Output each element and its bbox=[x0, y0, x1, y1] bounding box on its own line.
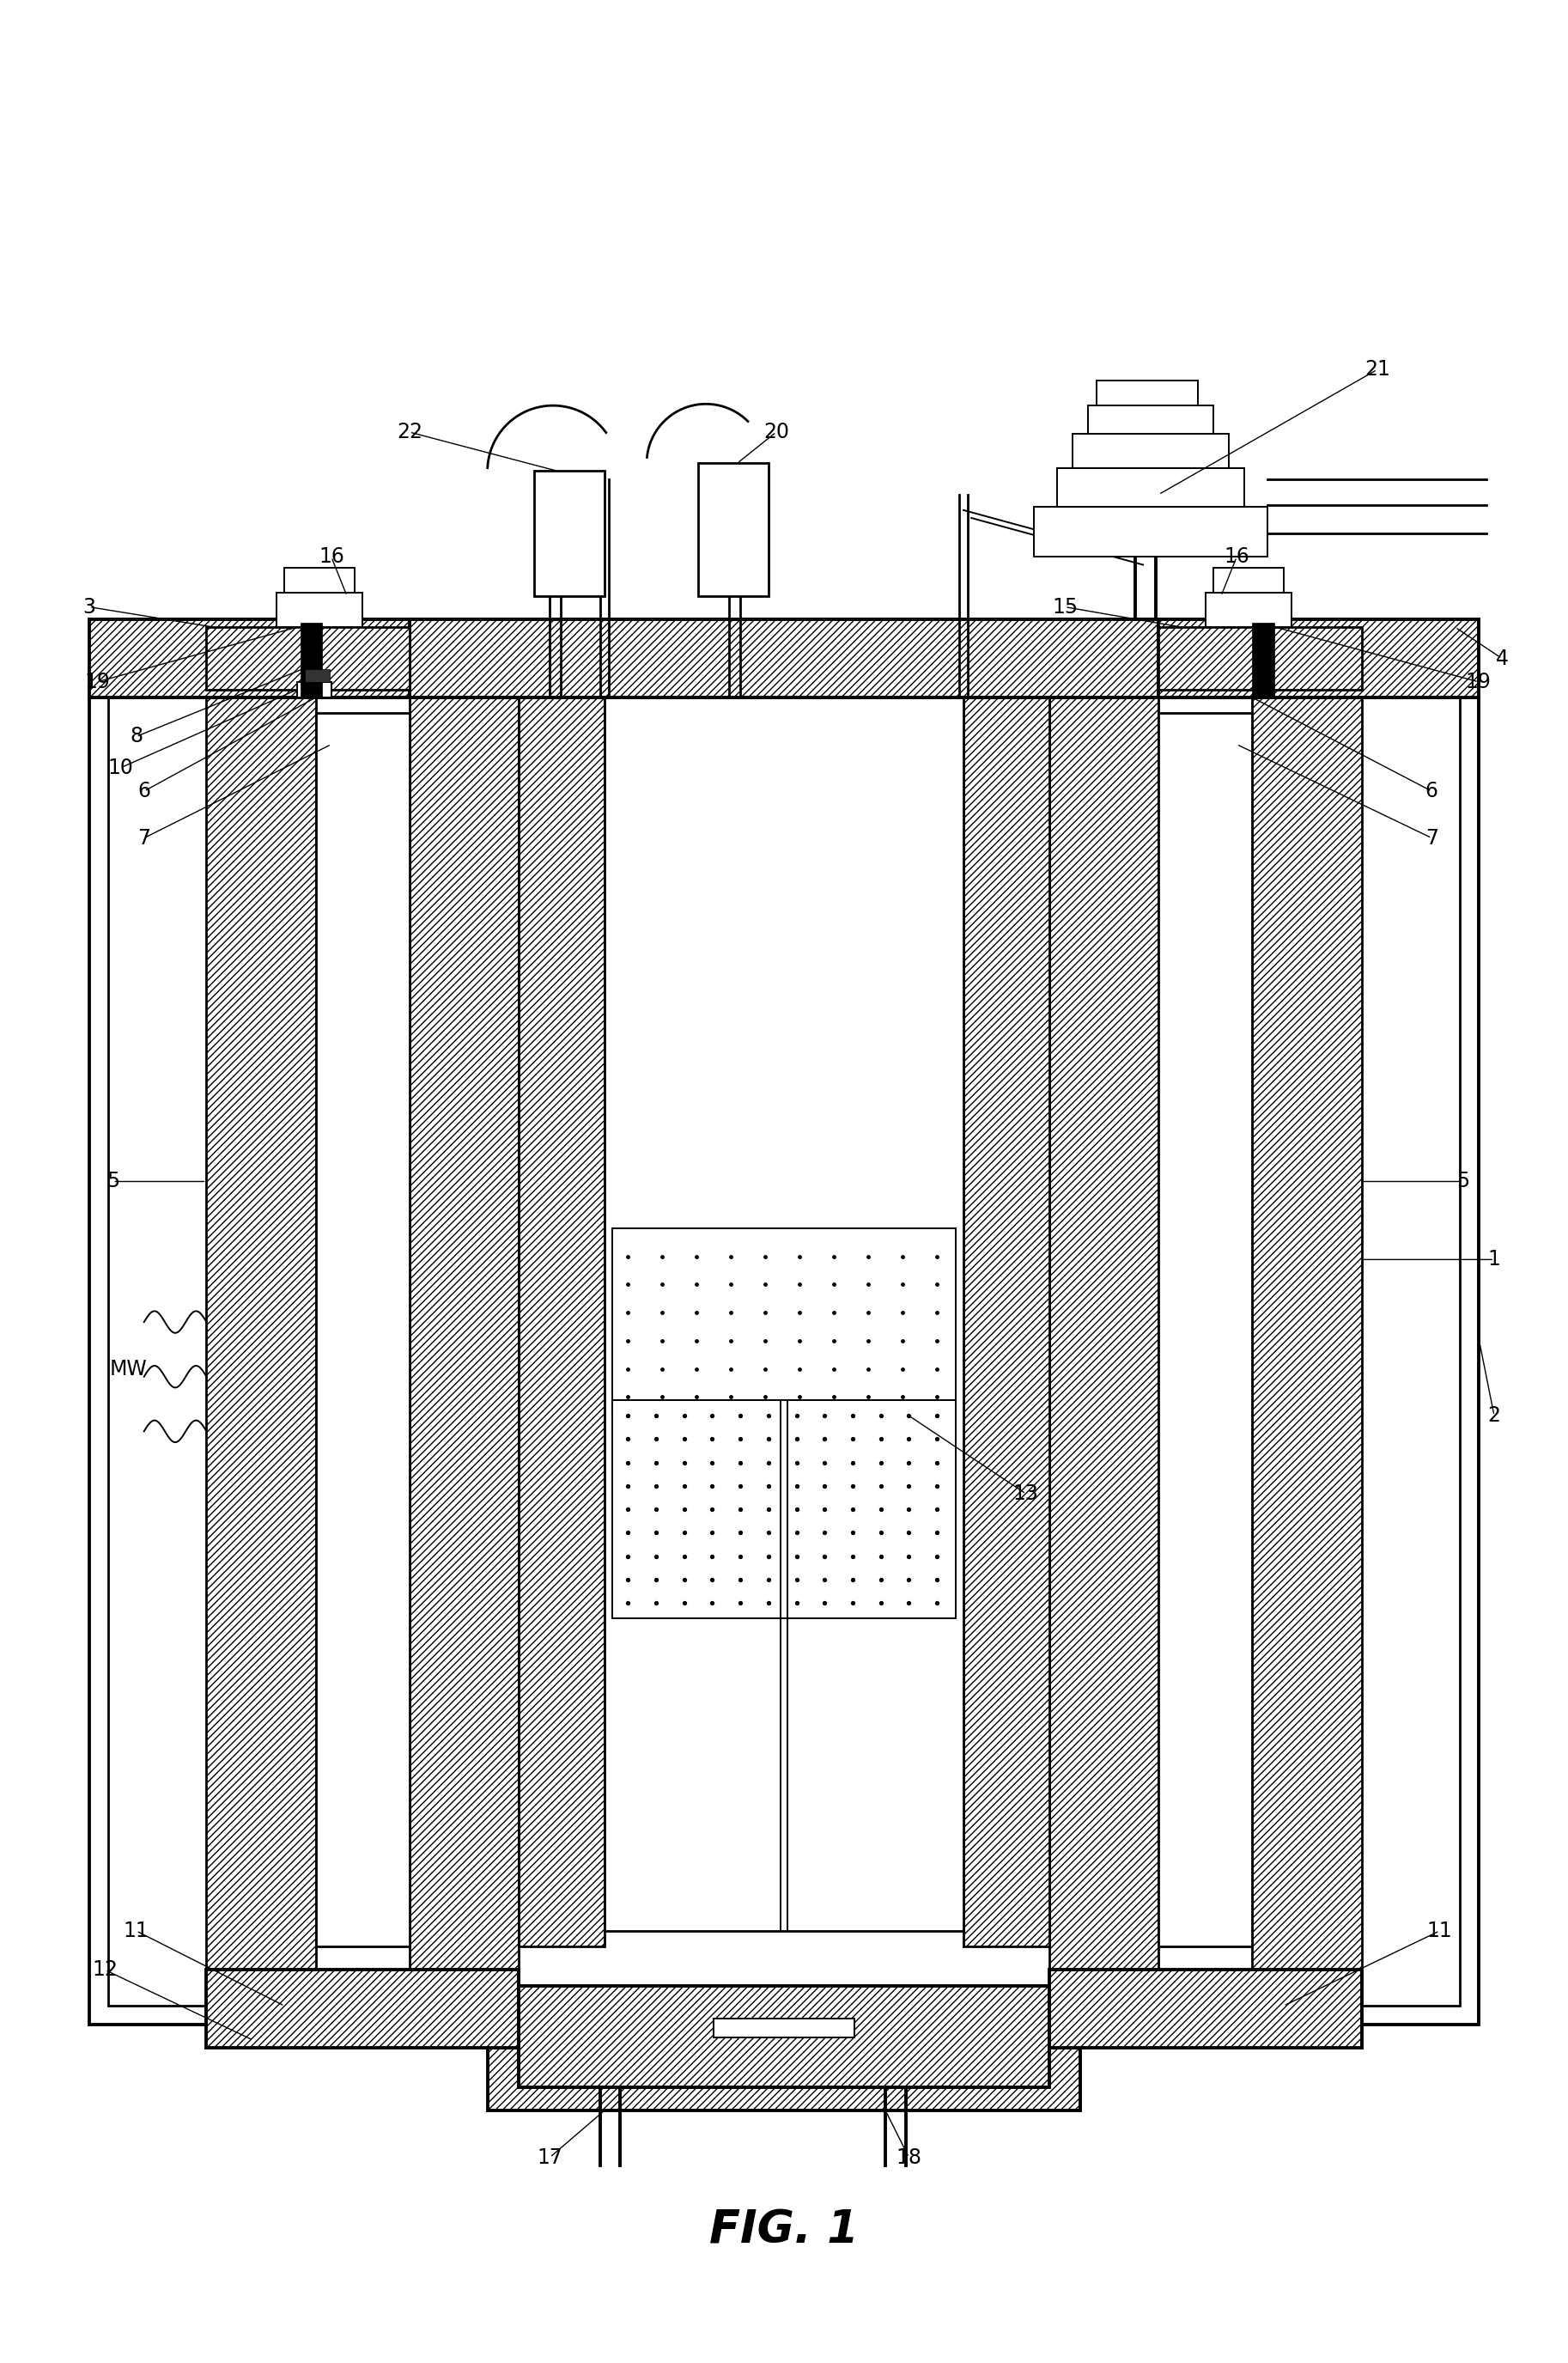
Text: 11: 11 bbox=[124, 1921, 149, 1942]
Text: 3: 3 bbox=[83, 595, 96, 617]
Bar bbox=[519, 697, 605, 1947]
Text: 12: 12 bbox=[93, 1959, 118, 1980]
Bar bbox=[535, 470, 605, 595]
Bar bbox=[613, 1401, 955, 1619]
Bar bbox=[713, 2018, 855, 2037]
Bar bbox=[207, 626, 409, 690]
Text: 19: 19 bbox=[1466, 671, 1491, 692]
Bar bbox=[304, 669, 329, 683]
Bar bbox=[89, 619, 1479, 697]
Bar bbox=[1049, 697, 1159, 1985]
Bar bbox=[963, 697, 1049, 1947]
Bar bbox=[207, 697, 315, 1985]
Bar bbox=[296, 683, 331, 697]
Text: 19: 19 bbox=[85, 671, 110, 692]
Bar bbox=[89, 697, 1479, 2025]
Text: MW: MW bbox=[110, 1359, 147, 1380]
Bar bbox=[284, 567, 354, 593]
Text: 5: 5 bbox=[107, 1172, 119, 1191]
Bar bbox=[409, 619, 1159, 697]
Bar bbox=[299, 621, 321, 697]
Bar bbox=[1033, 508, 1269, 558]
Text: 20: 20 bbox=[764, 421, 789, 442]
Bar bbox=[613, 1229, 955, 1415]
Text: 7: 7 bbox=[1425, 827, 1438, 848]
Text: 18: 18 bbox=[895, 2148, 922, 2167]
Bar bbox=[1073, 435, 1229, 468]
Bar bbox=[1253, 697, 1361, 1985]
Text: 6: 6 bbox=[1425, 780, 1438, 801]
Text: 15: 15 bbox=[1052, 595, 1077, 617]
Text: 22: 22 bbox=[397, 421, 422, 442]
Bar bbox=[1253, 621, 1275, 697]
Text: 16: 16 bbox=[1223, 546, 1250, 567]
Bar bbox=[108, 697, 1460, 2006]
Text: 17: 17 bbox=[538, 2148, 563, 2167]
Text: FIG. 1: FIG. 1 bbox=[709, 2209, 859, 2252]
Text: 7: 7 bbox=[138, 827, 151, 848]
Text: 10: 10 bbox=[108, 759, 133, 777]
Bar bbox=[1159, 714, 1253, 1947]
Text: 2: 2 bbox=[1488, 1406, 1501, 1425]
Bar bbox=[207, 1971, 519, 2049]
Text: 21: 21 bbox=[1364, 359, 1389, 380]
Bar bbox=[409, 697, 519, 1985]
Text: 11: 11 bbox=[1427, 1921, 1452, 1942]
Bar bbox=[1096, 380, 1198, 406]
Text: 6: 6 bbox=[138, 780, 151, 801]
Text: 1: 1 bbox=[1488, 1250, 1501, 1269]
Bar bbox=[1088, 406, 1214, 435]
Bar bbox=[1159, 626, 1361, 690]
Text: 13: 13 bbox=[1013, 1484, 1038, 1505]
Bar bbox=[698, 463, 768, 595]
Bar bbox=[1057, 468, 1245, 508]
Bar bbox=[276, 593, 362, 626]
Bar bbox=[1206, 593, 1292, 626]
Text: 8: 8 bbox=[130, 725, 143, 747]
Bar bbox=[1049, 1971, 1361, 2049]
Text: 16: 16 bbox=[318, 546, 345, 567]
Bar bbox=[519, 1985, 1049, 2087]
Bar bbox=[488, 2049, 1080, 2110]
Bar bbox=[1214, 567, 1284, 593]
Text: 5: 5 bbox=[1457, 1172, 1469, 1191]
Bar bbox=[315, 714, 409, 1947]
Text: 4: 4 bbox=[1496, 647, 1508, 669]
Bar bbox=[605, 697, 963, 1931]
